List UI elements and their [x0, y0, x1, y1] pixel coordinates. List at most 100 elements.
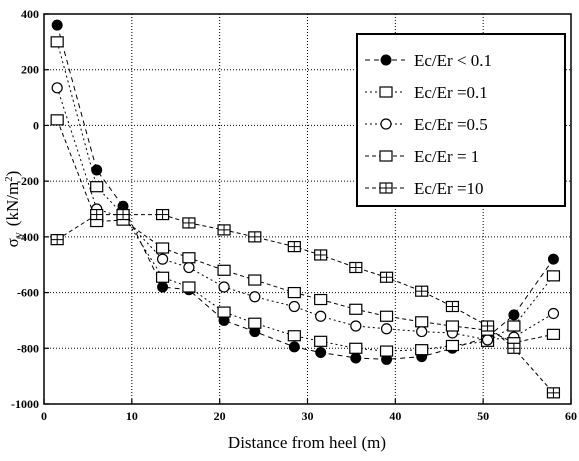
- data-point: [416, 325, 428, 338]
- legend-label: Ec/Er < 0.1: [414, 51, 492, 70]
- data-point: [182, 217, 196, 229]
- data-point: [51, 82, 63, 94]
- y-tick-label: 400: [21, 7, 39, 21]
- data-point: [379, 86, 393, 98]
- legend-label: Ec/Er =0.5: [414, 115, 488, 134]
- data-point: [217, 306, 231, 318]
- y-axis-units-close: ): [3, 171, 22, 177]
- data-point: [379, 182, 393, 194]
- data-point: [380, 54, 392, 66]
- data-point: [314, 249, 328, 261]
- legend-item: Ec/Er = 1: [365, 147, 479, 166]
- data-point: [415, 344, 429, 356]
- y-tick-label: -200: [17, 174, 39, 188]
- data-point: [349, 303, 363, 315]
- data-point: [156, 253, 169, 265]
- x-axis-label: Distance from heel (m): [228, 433, 386, 452]
- series-line: [56, 41, 554, 352]
- data-point: [380, 118, 392, 130]
- legend-items: Ec/Er < 0.1 Ec/Er =0.1 Ec/Er =0.5 Ec/Er = 1…: [365, 51, 492, 198]
- series-5: [50, 208, 561, 399]
- data-point: [315, 310, 327, 322]
- legend-label: Ec/Er =0.1: [414, 83, 488, 102]
- data-point: [315, 346, 327, 358]
- series-layer: [50, 19, 561, 399]
- data-point: [218, 281, 230, 293]
- data-point: [445, 320, 460, 332]
- data-point: [217, 224, 231, 236]
- data-point: [155, 242, 170, 254]
- series-line: [56, 214, 554, 394]
- data-point: [445, 300, 460, 313]
- data-point: [349, 261, 363, 274]
- y-axis-units: (kN/m: [3, 182, 22, 226]
- legend-label: Ec/Er =10: [414, 179, 484, 198]
- data-point: [217, 264, 231, 276]
- data-point: [379, 310, 394, 322]
- data-point: [50, 234, 64, 246]
- x-tick-label: 60: [565, 409, 577, 423]
- data-point: [155, 271, 170, 283]
- data-point: [50, 114, 64, 126]
- legend-box: [356, 33, 566, 207]
- y-tick-label: -600: [17, 286, 39, 300]
- data-point: [507, 320, 521, 332]
- data-point: [379, 345, 394, 357]
- data-point: [182, 281, 196, 293]
- data-point: [90, 208, 104, 221]
- data-point: [350, 352, 362, 364]
- data-point: [248, 317, 262, 329]
- x-tick-label: 10: [126, 409, 138, 423]
- data-point: [183, 261, 195, 274]
- data-point: [155, 208, 170, 221]
- x-tick-label: 50: [477, 409, 489, 423]
- x-tick-label: 30: [302, 409, 314, 423]
- y-axis-subscript: y: [11, 232, 25, 238]
- legend-item: Ec/Er =0.5: [365, 115, 488, 134]
- legend: Ec/Er < 0.1 Ec/Er =0.1 Ec/Er =0.5 Ec/Er = 1…: [356, 33, 566, 207]
- data-point: [546, 328, 561, 340]
- svg-text:σy(kN/m2): σy (kN/m2): [3, 171, 25, 248]
- data-point: [380, 323, 393, 335]
- y-axis-units-superscript: 2: [3, 176, 15, 182]
- y-axis-symbol: σ: [3, 238, 22, 247]
- data-point: [90, 181, 104, 193]
- legend-item: Ec/Er =0.1: [365, 83, 488, 102]
- y-tick-label: 0: [33, 118, 39, 132]
- data-point: [481, 334, 494, 346]
- data-point: [349, 342, 363, 354]
- data-point: [91, 164, 103, 176]
- axis-ticks: 0 10 20 30 40 50 60 400 200 0 -200 -400 -600 -800 -100…: [11, 7, 577, 423]
- y-tick-label: -400: [17, 230, 39, 244]
- data-point: [507, 342, 521, 354]
- data-point: [415, 285, 429, 297]
- data-point: [287, 330, 301, 342]
- data-point: [182, 252, 196, 264]
- data-point: [379, 150, 393, 162]
- series-2: [50, 36, 561, 357]
- x-tick-label: 0: [41, 409, 47, 423]
- data-point: [116, 208, 130, 221]
- data-point: [314, 293, 328, 306]
- data-point: [547, 253, 559, 265]
- data-point: [314, 335, 328, 347]
- legend-label: Ec/Er = 1: [414, 147, 479, 166]
- data-point: [288, 300, 300, 313]
- y-tick-label: -1000: [11, 397, 39, 411]
- data-point: [508, 309, 520, 321]
- data-point: [287, 241, 301, 253]
- data-point: [51, 19, 63, 31]
- y-tick-label: 200: [21, 63, 39, 77]
- data-point: [249, 291, 261, 303]
- data-point: [445, 339, 460, 352]
- series-line: [56, 119, 554, 344]
- x-tick-label: 20: [214, 409, 226, 423]
- data-point: [248, 274, 262, 286]
- y-tick-label: -800: [17, 341, 39, 355]
- legend-item: Ec/Er < 0.1: [365, 51, 492, 70]
- data-point: [287, 286, 301, 299]
- data-point: [288, 341, 300, 353]
- data-point: [248, 231, 262, 243]
- data-point: [546, 270, 561, 282]
